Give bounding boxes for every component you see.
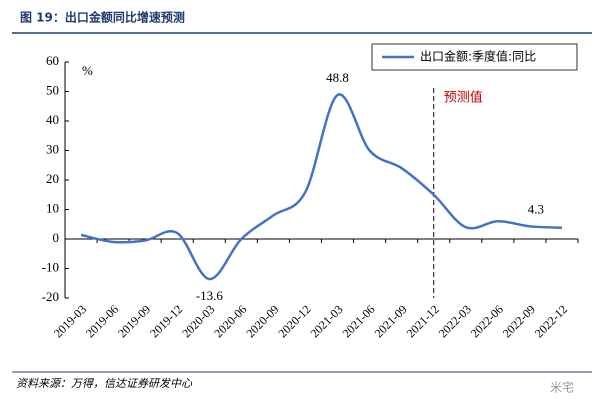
source: 资料来源：万得，信达证券研发中心 [16, 377, 193, 390]
watermark: 米宅 [550, 380, 574, 395]
x-tick-label: 2020-09 [243, 302, 281, 340]
x-tick-label: 2022-06 [468, 302, 506, 340]
x-tick-label: 2019-03 [51, 302, 89, 340]
y-tick-label: 40 [46, 112, 59, 127]
data-label: -13.6 [196, 288, 224, 303]
x-tick-label: 2019-06 [83, 302, 121, 340]
x-tick-label: 2020-03 [179, 302, 217, 340]
x-tick-label: 2022-12 [532, 302, 570, 340]
y-tick-label: 60 [46, 53, 59, 68]
x-tick-label: 2020-12 [275, 302, 313, 340]
x-tick-label: 2022-03 [436, 302, 474, 340]
data-label: 4.3 [528, 201, 544, 216]
x-tick-label: 2021-03 [307, 302, 345, 340]
y-tick-label: 10 [46, 200, 59, 215]
y-unit: % [82, 63, 93, 78]
x-tick-label: 2021-06 [339, 302, 377, 340]
y-tick-label: 0 [53, 230, 60, 245]
y-tick-label: 50 [46, 82, 59, 97]
y-tick-label: -10 [42, 259, 59, 274]
x-tick-label: 2021-12 [404, 302, 442, 340]
legend-label: 出口金额:季度值:同比 [420, 49, 536, 64]
forecast-label: 预测值 [444, 90, 483, 106]
x-tick-label: 2019-12 [147, 302, 185, 340]
line [80, 93, 563, 281]
y-tick-label: 20 [46, 171, 59, 186]
x-tick-label: 2021-09 [372, 302, 410, 340]
y-tick-label: 30 [46, 141, 59, 156]
x-tick-label: 2019-09 [115, 302, 153, 340]
chart-title: 图 19：出口金额同比增速预测 [20, 10, 185, 25]
x-tick-label: 2022-09 [500, 302, 538, 340]
y-tick-label: -20 [42, 289, 59, 304]
x-tick-label: 2020-06 [211, 302, 249, 340]
data-label: 48.8 [326, 70, 349, 85]
